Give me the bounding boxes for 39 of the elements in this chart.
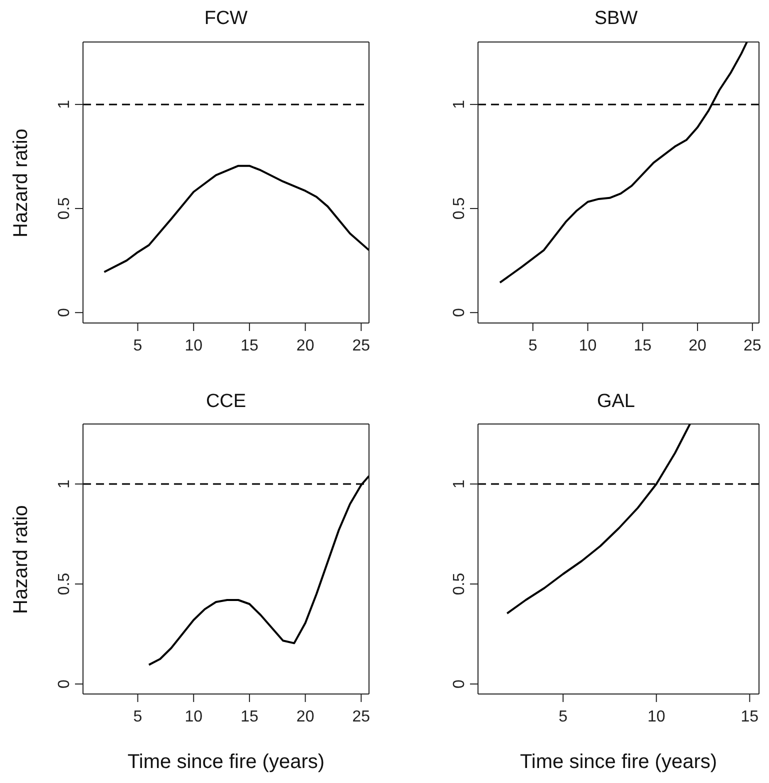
y-tick-label: 1 — [56, 479, 73, 488]
y-axis-title: Hazard ratio — [10, 128, 32, 238]
x-tick-label: 20 — [296, 337, 314, 354]
y-tick-label: 0.5 — [56, 197, 73, 220]
x-tick-label: 10 — [647, 708, 666, 726]
x-tick-label: 20 — [296, 708, 314, 726]
chart-title: FCW — [203, 8, 249, 30]
line-series — [103, 164, 369, 274]
x-tick-label: 15 — [240, 708, 258, 726]
y-axis-title: Hazard ratio — [10, 505, 32, 614]
y-tick-label: 0 — [451, 308, 468, 318]
x-axis-title: Time since fire (years) — [127, 751, 325, 773]
y-tick-label: 0.5 — [451, 572, 468, 596]
x-tick-label: 25 — [744, 337, 762, 354]
x-axis-title: Time since fire (years) — [520, 751, 718, 773]
y-tick-label: 0 — [451, 679, 468, 688]
x-tick-label: 5 — [528, 337, 538, 354]
x-tick-label: 10 — [578, 337, 597, 354]
y-tick-label: 1 — [451, 479, 468, 488]
x-tick-label: 15 — [634, 337, 652, 354]
x-tick-label: 10 — [184, 708, 203, 726]
chart-title: GAL — [596, 391, 636, 413]
x-tick-label: 5 — [133, 337, 142, 354]
x-tick-label: 10 — [184, 337, 203, 354]
x-tick-label: 25 — [352, 337, 370, 354]
y-tick-label: 0.5 — [451, 197, 468, 220]
y-tick-label: 1 — [451, 100, 468, 109]
x-tick-label: 5 — [133, 708, 142, 726]
chart-title: CCE — [204, 391, 248, 413]
x-tick-label: 15 — [740, 708, 759, 726]
y-tick-label: 1 — [56, 100, 73, 109]
x-tick-label: 15 — [240, 337, 258, 354]
y-tick-label: 0 — [56, 679, 73, 688]
y-tick-label: 0 — [56, 308, 73, 318]
x-tick-label: 5 — [558, 708, 568, 726]
chart-title: SBW — [593, 8, 639, 30]
x-tick-label: 20 — [688, 337, 707, 354]
x-tick-label: 25 — [352, 708, 370, 726]
y-tick-label: 0.5 — [56, 572, 73, 596]
